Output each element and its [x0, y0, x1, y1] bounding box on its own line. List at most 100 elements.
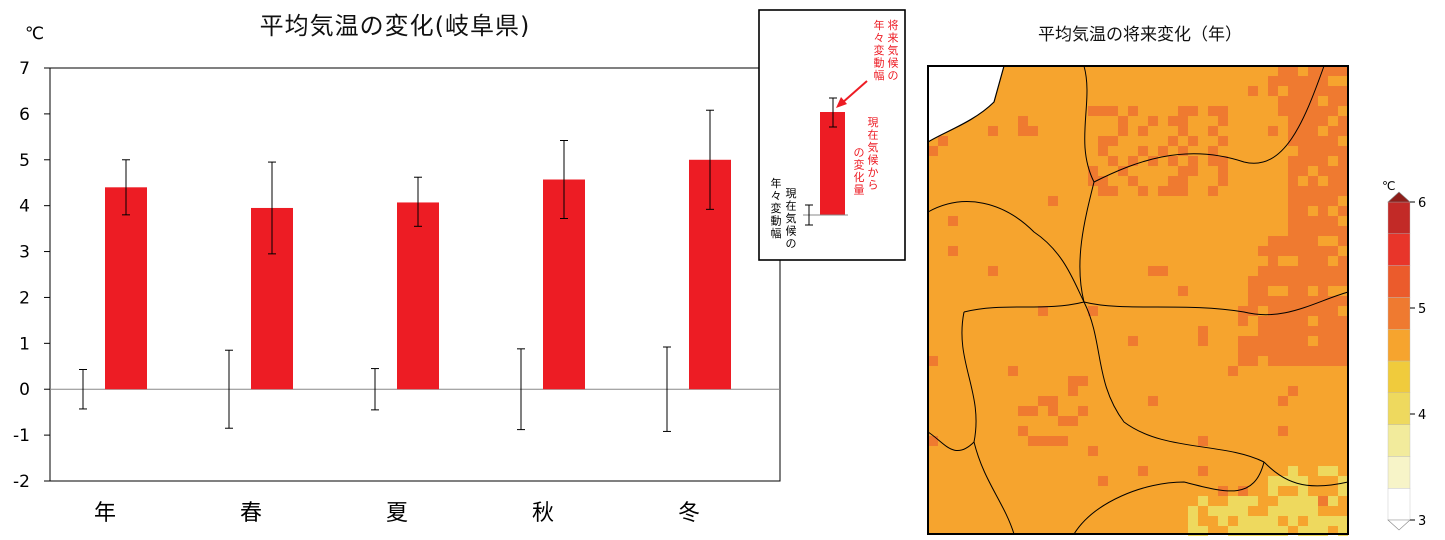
map-cell [1308, 516, 1318, 526]
map-cell [1238, 526, 1248, 536]
map-cell [1098, 186, 1108, 196]
map-cell [1308, 496, 1318, 506]
map-cell [1198, 436, 1208, 446]
map-cell [1018, 116, 1028, 126]
map-cell [1188, 156, 1198, 166]
map-cell [1238, 316, 1248, 326]
x-category-label: 冬 [678, 501, 700, 526]
map-cell [928, 146, 938, 156]
map-cell [1338, 96, 1348, 106]
map-cell [1268, 76, 1278, 86]
map-cell [948, 246, 958, 256]
map-cell [1288, 216, 1298, 226]
map-cell [1298, 336, 1308, 346]
map-cell [1308, 236, 1318, 246]
map-cell [1268, 476, 1278, 486]
map-cell [1078, 376, 1088, 386]
map-cell [1088, 446, 1098, 456]
map-cell [1148, 156, 1158, 166]
map-cell [1298, 76, 1308, 86]
map-cell [1298, 226, 1308, 236]
map-cell [1308, 66, 1318, 76]
map-cell [1298, 86, 1308, 96]
map-cell [1278, 346, 1288, 356]
map-cell [1298, 506, 1308, 516]
map-cell [1328, 266, 1338, 276]
map-cell [1248, 346, 1258, 356]
map-cell [1318, 516, 1328, 526]
y-tick-label: 6 [19, 105, 30, 125]
map-cell [1328, 306, 1338, 316]
prefecture-border [963, 301, 1085, 313]
map-cell [1328, 296, 1338, 306]
map-cell [1218, 156, 1228, 166]
map-cell [1278, 276, 1288, 286]
map-cell [1218, 486, 1228, 496]
map-cell [1298, 496, 1308, 506]
map-cell [1318, 246, 1328, 256]
map-cell [1268, 316, 1278, 326]
map-cell [1148, 116, 1158, 126]
map-cell [1338, 316, 1348, 326]
map-cell [1248, 296, 1258, 306]
map-cell [1248, 306, 1258, 316]
map-cell [1248, 526, 1258, 536]
map-cell [1218, 136, 1228, 146]
map-cell [1338, 346, 1348, 356]
map-cell [1198, 326, 1208, 336]
map-cell [1268, 326, 1278, 336]
map-cell [1138, 466, 1148, 476]
map-cell [1278, 96, 1288, 106]
map-cell [1278, 356, 1288, 366]
temperature-change-map [927, 65, 1349, 536]
map-cell [1338, 476, 1348, 486]
map-cell [1318, 146, 1328, 156]
map-cell [938, 136, 948, 146]
map-cell [1278, 336, 1288, 346]
prefecture-border [1263, 461, 1349, 487]
map-cell [1288, 506, 1298, 516]
map-cell [1298, 136, 1308, 146]
map-cell [1208, 106, 1218, 116]
map-cell [1258, 296, 1268, 306]
map-cell [1308, 186, 1318, 196]
map-cell [1308, 276, 1318, 286]
map-cell [1328, 166, 1338, 176]
map-cell [1238, 516, 1248, 526]
map-cell [1238, 306, 1248, 316]
x-category-label: 夏 [386, 501, 408, 526]
map-cell [1108, 156, 1118, 166]
map-cell [1328, 146, 1338, 156]
map-cell [1328, 196, 1338, 206]
map-cell [1258, 246, 1268, 256]
map-cell [1068, 416, 1078, 426]
map-cell [1308, 136, 1318, 146]
map-cell [1318, 196, 1328, 206]
map-cell [1298, 116, 1308, 126]
map-cell [928, 436, 938, 446]
map-cell [1278, 426, 1288, 436]
map-cell [1288, 116, 1298, 126]
map-cell [1098, 146, 1108, 156]
map-cell [1328, 346, 1338, 356]
colorbar-step [1387, 297, 1411, 330]
map-cell [1248, 276, 1258, 286]
map-cell [1298, 316, 1308, 326]
colorbar-unit: ℃ [1382, 180, 1395, 193]
map-cell [1118, 116, 1128, 126]
map-cell [1328, 176, 1338, 186]
map-cell [1108, 136, 1118, 146]
prefecture-border [927, 431, 975, 452]
map-cell [1018, 406, 1028, 416]
map-cell [1278, 236, 1288, 246]
colorbar-step [1387, 328, 1411, 362]
map-cell [1338, 126, 1348, 136]
map-cell [1238, 486, 1248, 496]
map-cell [1328, 136, 1338, 146]
map-cell [1308, 76, 1318, 86]
map-cell [1258, 326, 1268, 336]
map-cell [1098, 176, 1108, 186]
map-cell [1028, 436, 1038, 446]
map-cell [1278, 106, 1288, 116]
map-cell [1338, 66, 1348, 76]
